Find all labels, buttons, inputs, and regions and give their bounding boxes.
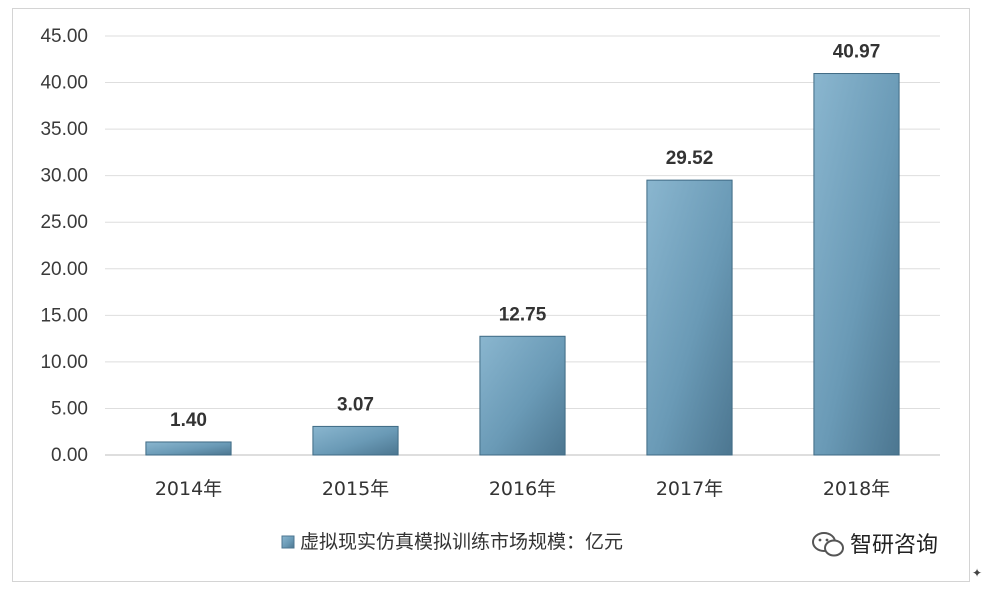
bar: [646, 179, 733, 456]
y-tick-label: 5.00: [51, 398, 88, 419]
y-tick-label: 10.00: [40, 352, 88, 373]
data-labels: 1.40 3.07 12.75 29.52 40.97: [170, 42, 880, 431]
bar: [813, 73, 900, 456]
data-label: 1.40: [170, 410, 207, 431]
data-label: 12.75: [499, 304, 547, 325]
y-tick-label: 40.00: [40, 73, 88, 94]
bar: [145, 441, 232, 456]
watermark: 智研咨询: [812, 532, 938, 558]
corner-arrow-icon: ✦: [972, 566, 982, 580]
legend-swatch: [281, 535, 295, 549]
x-tick-label: 2016年: [489, 478, 556, 500]
watermark-text: 智研咨询: [850, 533, 938, 558]
x-tick-label: 2018年: [823, 478, 890, 500]
y-tick-label: 15.00: [40, 305, 88, 326]
legend-label: 虚拟现实仿真模拟训练市场规模：亿元: [300, 531, 623, 553]
y-tick-label: 25.00: [40, 212, 88, 233]
y-tick-label: 20.00: [40, 259, 88, 280]
y-tick-label: 35.00: [40, 119, 88, 140]
x-tick-label: 2015年: [322, 478, 389, 500]
y-tick-label: 0.00: [51, 445, 88, 466]
y-tick-label: 30.00: [40, 166, 88, 187]
x-tick-label: 2014年: [155, 478, 222, 500]
chart-frame: [12, 8, 970, 582]
wechat-icon: [812, 532, 844, 557]
data-label: 40.97: [833, 42, 881, 63]
bars: [145, 73, 900, 456]
y-axis: 0.00 5.00 10.00 15.00 20.00 25.00 30.00 35.00 40…: [40, 26, 88, 466]
legend: 虚拟现实仿真模拟训练市场规模：亿元: [281, 531, 623, 553]
gridlines: [105, 35, 940, 456]
x-axis: 2014年 2015年 2016年 2017年 2018年: [155, 478, 890, 500]
data-label: 3.07: [337, 394, 374, 415]
x-tick-label: 2017年: [656, 478, 723, 500]
bar: [312, 425, 399, 456]
data-label: 29.52: [666, 148, 714, 169]
y-tick-label: 45.00: [40, 26, 88, 47]
bar: [479, 335, 566, 456]
